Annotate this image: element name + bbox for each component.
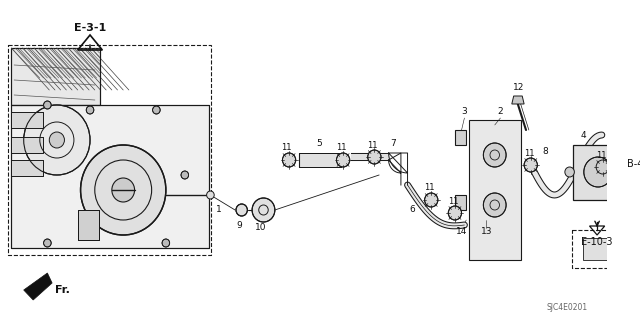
Polygon shape bbox=[12, 112, 43, 128]
Polygon shape bbox=[12, 137, 43, 153]
Circle shape bbox=[565, 167, 574, 177]
Polygon shape bbox=[455, 195, 467, 210]
Polygon shape bbox=[583, 238, 607, 260]
Polygon shape bbox=[469, 120, 521, 260]
Circle shape bbox=[236, 204, 248, 216]
Circle shape bbox=[86, 106, 94, 114]
Polygon shape bbox=[12, 105, 209, 248]
Circle shape bbox=[282, 153, 296, 167]
Circle shape bbox=[252, 198, 275, 222]
Circle shape bbox=[584, 157, 612, 187]
Polygon shape bbox=[12, 160, 43, 176]
Bar bbox=[77, 210, 99, 240]
Text: 11: 11 bbox=[424, 183, 435, 192]
Circle shape bbox=[24, 105, 90, 175]
Text: 5: 5 bbox=[317, 138, 323, 147]
Circle shape bbox=[49, 132, 65, 148]
Circle shape bbox=[44, 101, 51, 109]
Text: 1: 1 bbox=[216, 205, 222, 214]
Text: 11: 11 bbox=[524, 149, 534, 158]
Text: 14: 14 bbox=[456, 227, 467, 236]
Text: 11: 11 bbox=[367, 140, 378, 150]
Text: 11: 11 bbox=[336, 144, 346, 152]
Text: B-4: B-4 bbox=[627, 159, 640, 169]
Polygon shape bbox=[455, 130, 467, 145]
Circle shape bbox=[162, 239, 170, 247]
Bar bbox=[572, 230, 623, 268]
Text: Fr.: Fr. bbox=[55, 285, 70, 295]
Text: 10: 10 bbox=[255, 224, 266, 233]
Polygon shape bbox=[24, 273, 52, 300]
Text: E-10-3: E-10-3 bbox=[581, 237, 613, 247]
Circle shape bbox=[112, 178, 134, 202]
Text: 7: 7 bbox=[390, 138, 396, 147]
Text: E-3-1: E-3-1 bbox=[74, 23, 106, 33]
Text: 6: 6 bbox=[410, 205, 415, 214]
Text: 4: 4 bbox=[581, 131, 587, 140]
Circle shape bbox=[337, 153, 349, 167]
Circle shape bbox=[596, 160, 609, 174]
Circle shape bbox=[368, 150, 381, 164]
Circle shape bbox=[44, 239, 51, 247]
Text: 11: 11 bbox=[281, 144, 291, 152]
Circle shape bbox=[424, 193, 438, 207]
Circle shape bbox=[181, 171, 189, 179]
Text: 8: 8 bbox=[542, 147, 548, 157]
Text: 9: 9 bbox=[236, 220, 242, 229]
Bar bbox=[77, 210, 99, 240]
Circle shape bbox=[524, 158, 538, 172]
Polygon shape bbox=[12, 48, 99, 105]
Text: 12: 12 bbox=[513, 84, 524, 93]
Circle shape bbox=[152, 106, 160, 114]
Text: 11: 11 bbox=[448, 197, 458, 205]
Polygon shape bbox=[512, 96, 524, 104]
Polygon shape bbox=[573, 145, 623, 200]
Text: SJC4E0201: SJC4E0201 bbox=[547, 303, 588, 313]
Circle shape bbox=[448, 206, 461, 220]
Text: 11: 11 bbox=[596, 151, 606, 160]
Text: 13: 13 bbox=[481, 227, 492, 236]
Bar bbox=[8, 45, 211, 255]
Circle shape bbox=[207, 191, 214, 199]
Text: 2: 2 bbox=[498, 108, 503, 116]
Circle shape bbox=[81, 145, 166, 235]
Circle shape bbox=[483, 193, 506, 217]
Circle shape bbox=[483, 143, 506, 167]
Text: 3: 3 bbox=[461, 108, 467, 116]
Polygon shape bbox=[298, 153, 341, 167]
